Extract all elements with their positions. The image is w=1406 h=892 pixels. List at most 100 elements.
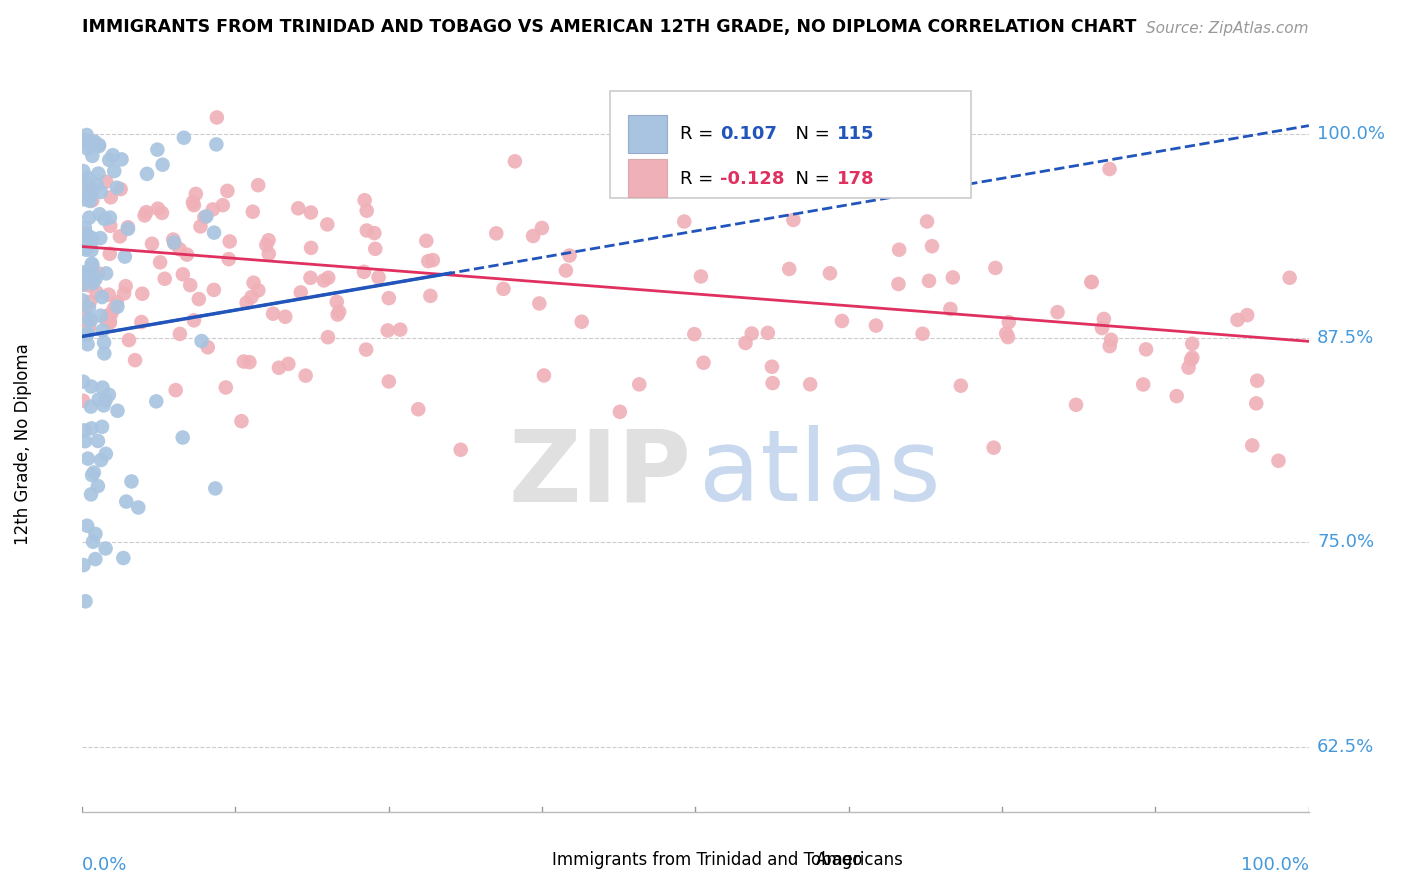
Point (316, 330, 339, 344)
Point (761, 111, 783, 125)
Point (257, 233, 280, 247)
Point (190, 334, 212, 348)
Point (290, 285, 312, 300)
Point (110, 153, 132, 167)
Point (406, 402, 429, 417)
Point (84, 527, 107, 541)
Text: N =: N = (783, 126, 835, 144)
Point (1092, 312, 1115, 326)
Point (97, 287, 120, 301)
Point (87, 479, 110, 493)
Point (184, 186, 207, 201)
Point (79, 189, 101, 203)
Point (89, 207, 111, 221)
FancyBboxPatch shape (782, 847, 808, 874)
Point (90, 185, 112, 199)
Point (169, 242, 191, 256)
Point (921, 239, 943, 253)
Point (91, 290, 114, 304)
Point (82, 277, 104, 291)
Point (984, 260, 1007, 275)
FancyBboxPatch shape (628, 114, 668, 153)
Point (94, 447, 117, 461)
Point (73, 423, 96, 437)
Point (165, 383, 187, 397)
Point (82, 149, 104, 163)
Point (418, 254, 440, 268)
Point (79, 267, 101, 281)
Point (242, 276, 264, 290)
Point (356, 223, 378, 237)
Point (72, 375, 94, 389)
Point (205, 111, 228, 125)
Point (215, 380, 238, 394)
Point (939, 301, 962, 316)
Text: atlas: atlas (699, 425, 941, 522)
Point (353, 265, 375, 279)
Point (87, 167, 110, 181)
Text: IMMIGRANTS FROM TRINIDAD AND TOBAGO VS AMERICAN 12TH GRADE, NO DIPLOMA CORRELATI: IMMIGRANTS FROM TRINIDAD AND TOBAGO VS A… (82, 18, 1136, 37)
Point (72, 241, 94, 255)
Point (84, 552, 107, 566)
Point (112, 286, 135, 301)
FancyBboxPatch shape (517, 847, 544, 874)
Text: Americans: Americans (815, 851, 904, 869)
Text: 100.0%: 100.0% (1317, 125, 1385, 143)
Point (173, 130, 195, 145)
Point (105, 295, 128, 310)
Point (93, 212, 115, 227)
Point (181, 195, 204, 210)
Point (90, 309, 112, 323)
Point (80, 468, 103, 483)
Point (97, 388, 120, 402)
Point (103, 164, 125, 178)
Point (82, 534, 104, 549)
Point (1064, 398, 1087, 412)
Point (1091, 321, 1114, 335)
Point (247, 178, 270, 193)
Point (80, 231, 103, 245)
Point (73, 193, 96, 207)
Text: 0.0%: 0.0% (82, 856, 128, 874)
Point (419, 289, 441, 303)
Point (77, 171, 100, 186)
Point (87, 266, 110, 280)
Point (533, 368, 555, 383)
Point (124, 353, 146, 368)
Point (79, 138, 101, 153)
Point (79, 139, 101, 153)
Point (98, 316, 121, 330)
Text: N =: N = (783, 170, 835, 188)
Point (485, 227, 508, 241)
Text: 62.5%: 62.5% (1317, 738, 1375, 756)
Point (316, 218, 339, 232)
Point (1226, 313, 1249, 327)
Text: R =: R = (679, 170, 718, 188)
Point (75, 307, 97, 321)
Point (83, 135, 105, 149)
Point (231, 414, 253, 428)
Point (218, 252, 240, 267)
Text: 0.107: 0.107 (720, 126, 778, 144)
Point (141, 236, 163, 251)
Point (328, 305, 350, 319)
Text: 75.0%: 75.0% (1317, 533, 1374, 551)
Point (240, 290, 263, 304)
Point (100, 307, 122, 321)
Point (163, 235, 186, 250)
Text: 100.0%: 100.0% (1241, 856, 1309, 874)
Text: 12th Grade, No Diploma: 12th Grade, No Diploma (14, 343, 32, 545)
Point (107, 300, 129, 314)
Point (364, 242, 387, 256)
Point (1278, 270, 1301, 285)
Point (1080, 275, 1102, 289)
Point (163, 236, 186, 251)
Point (72, 293, 94, 308)
Point (76, 518, 98, 533)
Point (354, 343, 377, 357)
Point (70, 318, 93, 333)
Point (1246, 374, 1268, 388)
Text: R =: R = (679, 126, 718, 144)
Point (80, 421, 103, 435)
Point (690, 269, 713, 284)
